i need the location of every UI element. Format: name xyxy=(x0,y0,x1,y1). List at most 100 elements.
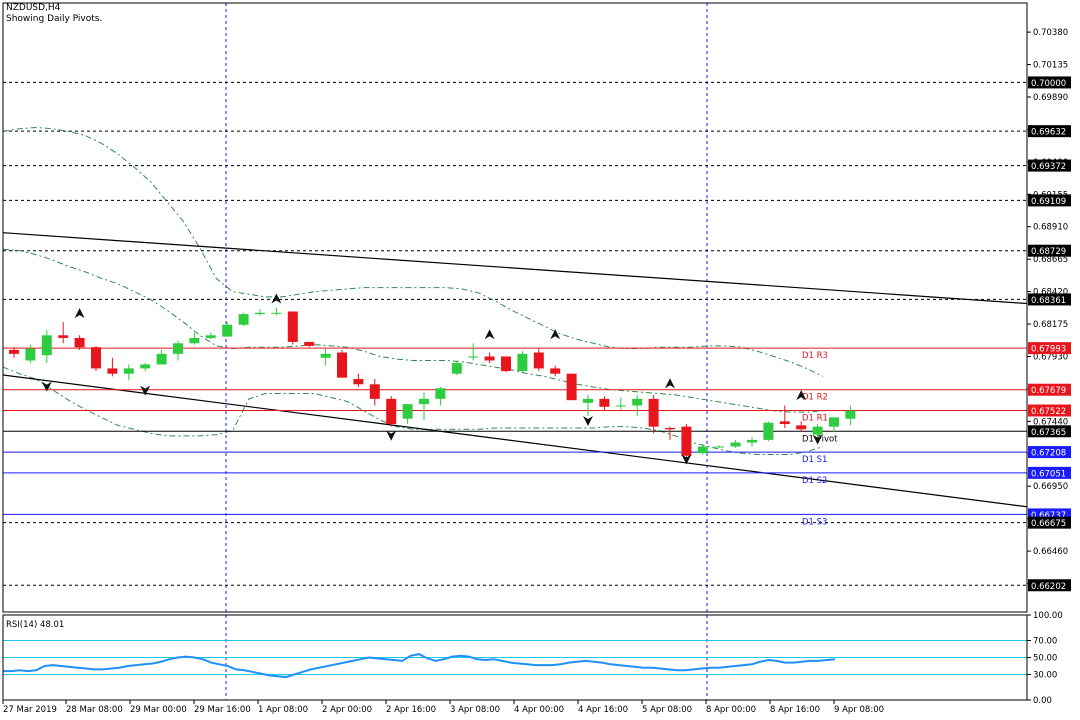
candle-body xyxy=(665,427,675,430)
candle xyxy=(730,439,741,448)
candle xyxy=(484,352,495,364)
rsi-tick-label: 50.00 xyxy=(1033,654,1057,664)
candle xyxy=(402,404,413,425)
price-marker-label: 0.67679 xyxy=(1031,386,1066,396)
candles[interactable] xyxy=(9,307,856,463)
candle-body xyxy=(697,446,708,454)
candle xyxy=(353,373,364,387)
rsi-tick-label: 30.00 xyxy=(1033,671,1057,681)
price-tick-label: 0.68420 xyxy=(1033,288,1068,298)
candle-body xyxy=(25,348,36,361)
rsi-line xyxy=(3,653,836,679)
candle-body xyxy=(779,421,790,425)
candle xyxy=(189,332,200,345)
price-marker-label: 0.67522 xyxy=(1031,407,1066,417)
rsi-tick-label: 0.00 xyxy=(1033,696,1052,706)
candle-body xyxy=(189,337,200,344)
candle-body xyxy=(91,347,101,369)
candle-body xyxy=(468,356,479,358)
fractal-down xyxy=(140,385,151,396)
candle xyxy=(681,424,692,463)
candle-body xyxy=(451,363,462,374)
pivot-label: D1 S2 xyxy=(802,476,827,486)
candle-body xyxy=(238,314,249,325)
pivot-label: D1 R2 xyxy=(802,393,828,403)
chart-subtitle: Showing Daily Pivots. xyxy=(6,14,103,24)
price-marker-label: 0.67365 xyxy=(1031,428,1066,438)
candle xyxy=(140,363,151,372)
price-tick-label: 0.67440 xyxy=(1033,417,1068,427)
candle xyxy=(632,394,643,417)
candle-body xyxy=(648,398,659,427)
candle-body xyxy=(550,368,561,374)
candle-body xyxy=(222,324,233,337)
candle-body xyxy=(337,352,347,378)
fractal-down xyxy=(41,381,52,392)
candle xyxy=(845,405,856,426)
candle-body xyxy=(140,364,151,369)
pivot-label: D1 R1 xyxy=(802,414,828,424)
fractal-up xyxy=(796,390,807,401)
candle xyxy=(41,330,52,364)
chart-symbol: NZDUSD,H4 xyxy=(6,3,61,13)
rsi-title: RSI(14) 48.01 xyxy=(6,620,64,630)
time-axis: 27 Mar 2019 28 Mar 08:00 29 Mar 00:00 29 Ma… xyxy=(2,700,884,715)
candle xyxy=(337,349,347,378)
candle xyxy=(468,343,479,361)
candle-body xyxy=(386,398,397,425)
price-marker xyxy=(1028,516,1071,529)
rsi-frame xyxy=(2,614,1028,701)
fractal-down xyxy=(583,416,593,427)
candle xyxy=(173,340,183,361)
candle-body xyxy=(353,378,364,385)
candle-body xyxy=(271,312,282,314)
price-tick-label: 0.70380 xyxy=(1033,28,1068,38)
candle xyxy=(763,421,774,442)
fractal-down xyxy=(386,430,397,441)
candle xyxy=(451,360,462,376)
candle xyxy=(320,348,331,366)
candle-body xyxy=(615,405,626,407)
candle-body xyxy=(320,353,331,358)
candle xyxy=(369,378,380,406)
candle xyxy=(599,396,610,411)
time-tick-label: 1 Apr 08:00 xyxy=(258,705,308,715)
time-tick-label: 3 Apr 08:00 xyxy=(450,705,500,715)
candle-body xyxy=(419,398,429,405)
candle-body xyxy=(205,335,216,338)
price-marker-label: 0.67208 xyxy=(1031,449,1066,459)
candle-body xyxy=(402,404,413,419)
candle xyxy=(205,332,216,340)
price-marker-label: 0.69372 xyxy=(1031,162,1066,172)
price-tick-label: 0.66460 xyxy=(1033,547,1068,557)
candle-body xyxy=(533,352,544,369)
fractal-up xyxy=(665,378,675,389)
candle-body xyxy=(763,422,774,440)
time-tick-label: 4 Apr 00:00 xyxy=(514,705,564,715)
time-tick-label: 8 Apr 16:00 xyxy=(770,705,820,715)
time-tick-label: 27 Mar 2019 xyxy=(3,705,57,715)
candle-body xyxy=(599,398,610,407)
price-marker xyxy=(1028,425,1071,438)
candle xyxy=(271,307,282,316)
bollinger-bands xyxy=(2,126,824,455)
candle xyxy=(615,397,626,410)
main-grid xyxy=(3,3,1027,700)
candle xyxy=(550,365,561,377)
price-marker xyxy=(1028,383,1071,396)
time-tick-label: 28 Mar 08:00 xyxy=(66,705,123,715)
candle xyxy=(304,341,315,348)
time-tick-label: 2 Apr 00:00 xyxy=(322,705,372,715)
fractal-up xyxy=(74,308,85,319)
price-marker-label: 0.70000 xyxy=(1031,79,1066,89)
candle xyxy=(533,348,544,372)
candle xyxy=(25,344,36,364)
pivot-label: D1 R3 xyxy=(802,351,828,361)
price-tick-label: 0.68175 xyxy=(1033,320,1068,330)
price-marker-label: 0.67051 xyxy=(1031,469,1066,479)
candle-body xyxy=(173,343,183,354)
candle-body xyxy=(58,335,69,338)
candle-body xyxy=(829,417,839,427)
